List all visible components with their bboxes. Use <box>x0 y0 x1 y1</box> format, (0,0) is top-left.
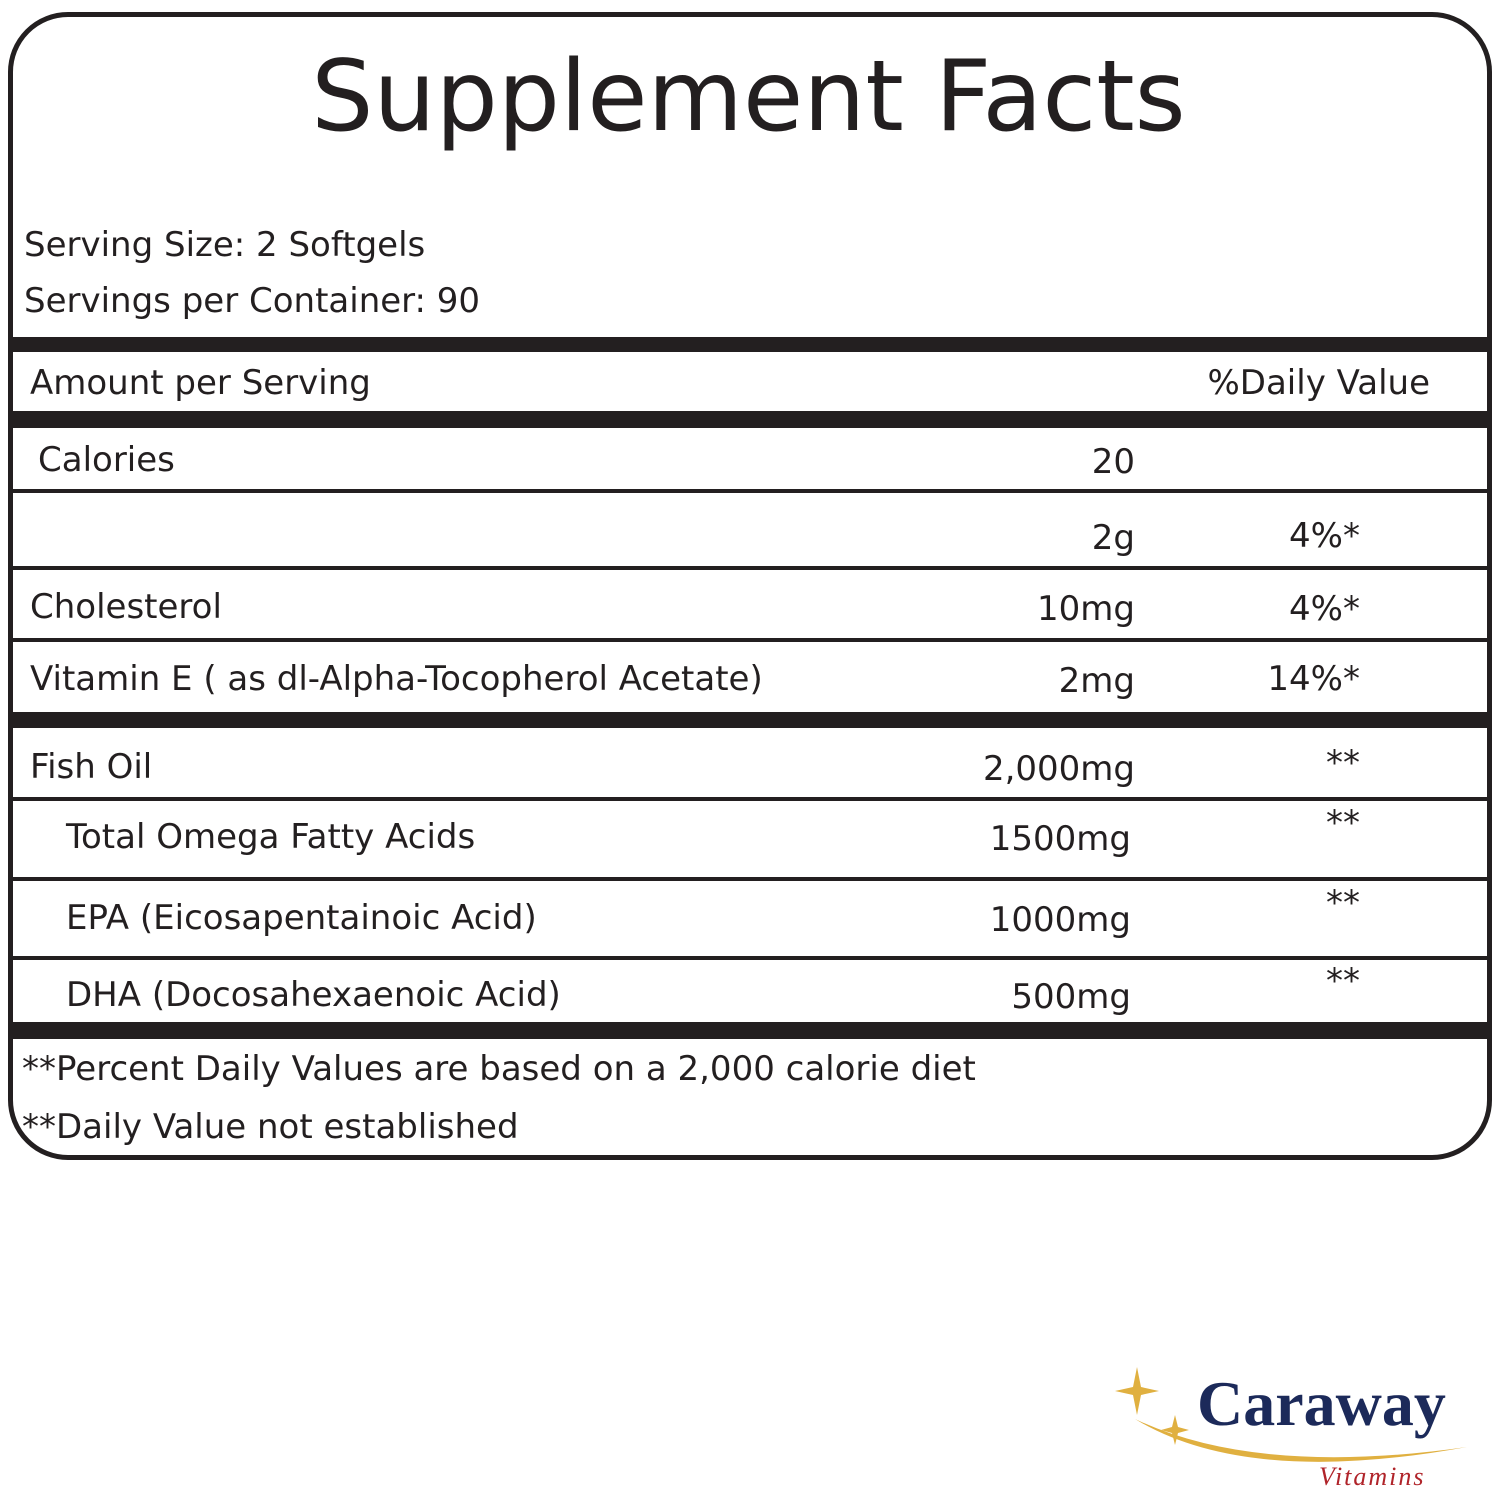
amount: 10mg <box>1037 589 1135 629</box>
amount: 2mg <box>1058 661 1135 701</box>
divider <box>10 489 1487 493</box>
divider <box>10 638 1487 642</box>
divider <box>10 877 1487 881</box>
title: Supplement Facts <box>311 40 1186 154</box>
column-header: Amount per Serving <box>30 363 371 403</box>
daily-value: 4%* <box>1289 516 1360 556</box>
daily-value: 4%* <box>1289 589 1360 629</box>
column-header: %Daily Value <box>1207 363 1430 403</box>
brand-name: Caraway <box>1197 1368 1446 1439</box>
divider <box>10 1022 1487 1039</box>
amount: 20 <box>1091 442 1135 482</box>
brand-tagline: Vitamins <box>1319 1462 1426 1491</box>
swoosh <box>1135 1419 1467 1462</box>
amount: 1000mg <box>989 900 1131 940</box>
nutrient-name: Vitamin E ( as dl-Alpha-Tocopherol Aceta… <box>30 659 763 699</box>
footnote: **Percent Daily Values are based on a 2,… <box>22 1049 976 1089</box>
daily-value: ** <box>1326 743 1360 783</box>
brand-logo: Caraway Vitamins <box>1115 1367 1467 1491</box>
star <box>1161 1415 1189 1445</box>
daily-value: 14%* <box>1267 659 1360 699</box>
nutrient-name: Cholesterol <box>30 587 222 627</box>
daily-value: ** <box>1326 961 1360 1001</box>
divider <box>10 797 1487 801</box>
daily-value: ** <box>1326 803 1360 843</box>
nutrient-name: DHA (Docosahexaenoic Acid) <box>66 975 561 1015</box>
nutrient-name: Fish Oil <box>30 747 153 787</box>
nutrient-name: EPA (Eicosapentainoic Acid) <box>66 898 537 938</box>
servings-per-container: Servings per Container: 90 <box>24 281 481 321</box>
amount: 2g <box>1091 518 1135 558</box>
divider <box>10 566 1487 570</box>
nutrient-name: Total Omega Fatty Acids <box>66 817 476 857</box>
divider <box>10 337 1487 352</box>
nutrient-name: Calories <box>38 440 175 480</box>
amount: 500mg <box>1011 977 1131 1017</box>
footnote: **Daily Value not established <box>22 1107 519 1147</box>
daily-value: ** <box>1326 883 1360 923</box>
divider <box>10 956 1487 960</box>
amount: 1500mg <box>989 819 1131 859</box>
amount: 2,000mg <box>982 749 1135 789</box>
divider <box>10 411 1487 428</box>
star <box>1115 1367 1159 1415</box>
divider <box>10 712 1487 728</box>
label-box <box>8 12 1492 1160</box>
serving-size: Serving Size: 2 Softgels <box>24 225 426 265</box>
